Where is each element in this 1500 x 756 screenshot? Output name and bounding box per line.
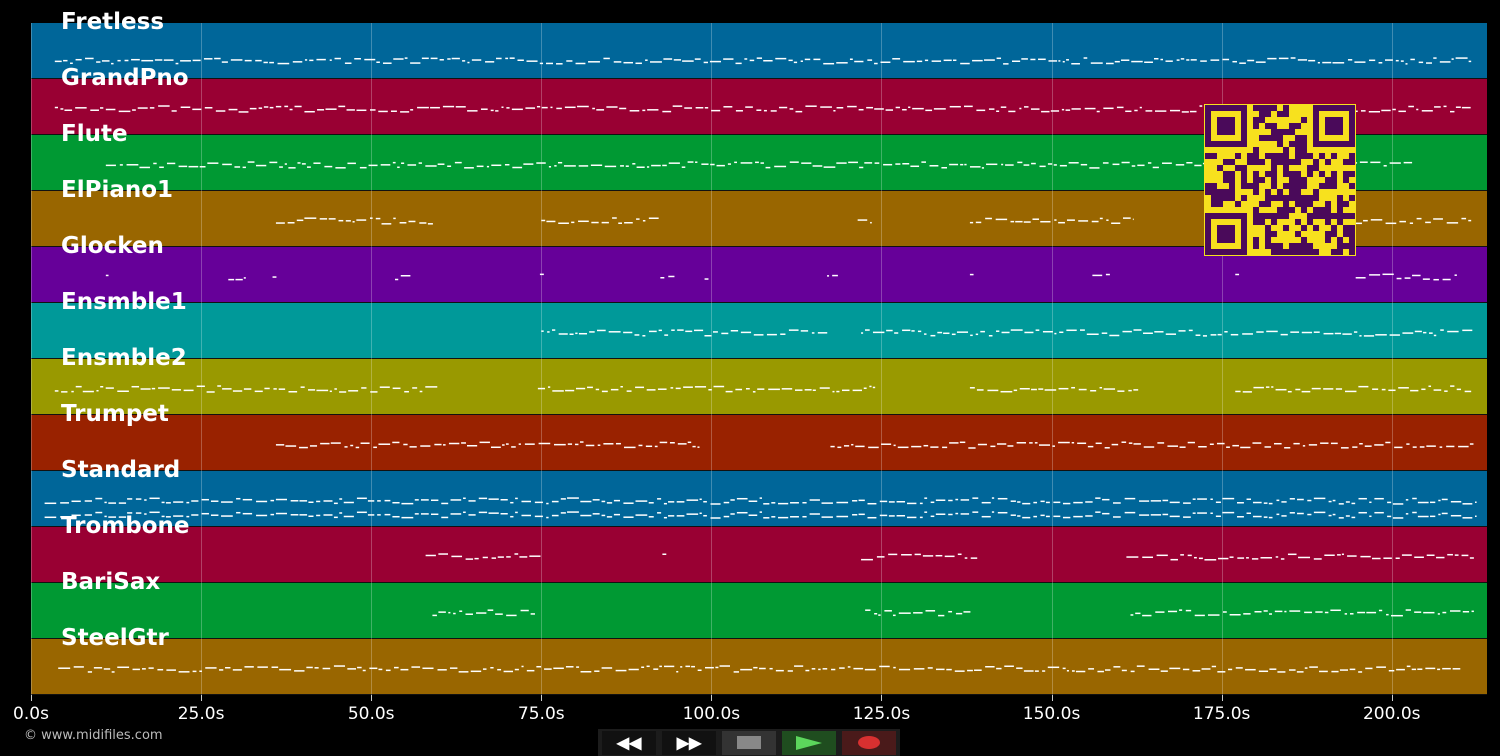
gridline (711, 23, 713, 695)
tick (31, 695, 32, 701)
play-button[interactable] (782, 730, 836, 755)
record-icon (858, 736, 880, 749)
tick-label: 150.0s (1022, 704, 1081, 724)
transport-controls: ◀◀ ▶▶ (598, 729, 900, 756)
track-label: Standard (61, 457, 181, 483)
track-label: Glocken (61, 233, 164, 259)
track-label: SteelGtr (61, 625, 169, 651)
fast-forward-icon: ▶▶ (676, 734, 702, 752)
stop-button[interactable] (722, 730, 776, 755)
tick-label: 50.0s (347, 704, 395, 724)
tick (541, 695, 543, 701)
track-label: Ensmble1 (61, 289, 187, 315)
tick (1051, 695, 1053, 701)
track-standard (31, 471, 1487, 527)
track-label: Trumpet (61, 401, 169, 427)
track-label: Flute (61, 121, 128, 147)
track-label: Fretless (61, 9, 165, 35)
track-trombone (31, 527, 1487, 583)
gridline (881, 23, 883, 695)
track-ensmble2 (31, 359, 1487, 415)
track-label: GrandPno (61, 65, 189, 91)
gridline (31, 23, 32, 695)
gridline (1221, 23, 1223, 695)
rewind-icon: ◀◀ (616, 734, 642, 752)
tick (1391, 695, 1393, 701)
track-label: Ensmble2 (61, 345, 187, 371)
play-icon (796, 735, 822, 750)
gridline (541, 23, 543, 695)
tick (201, 695, 203, 701)
tick (881, 695, 883, 701)
tick (371, 695, 373, 701)
note-marks (44, 57, 1477, 673)
track-glocken (31, 247, 1487, 303)
tick-label: 125.0s (852, 704, 911, 724)
tick-label: 75.0s (517, 704, 565, 724)
tick-label: 0.0s (13, 704, 49, 724)
stop-icon (737, 736, 761, 749)
gridline (371, 23, 373, 695)
tick-label: 175.0s (1192, 704, 1251, 724)
tick-label: 200.0s (1362, 704, 1421, 724)
qr-code[interactable] (1204, 104, 1356, 256)
track-fretless (31, 23, 1487, 79)
track-trumpet (31, 415, 1487, 471)
tick-label: 100.0s (682, 704, 741, 724)
track-barisax (31, 583, 1487, 639)
record-button[interactable] (842, 730, 896, 755)
track-ensmble1 (31, 303, 1487, 359)
fast-forward-button[interactable]: ▶▶ (662, 730, 716, 755)
copyright: © www.midifiles.com (24, 728, 163, 743)
tick (711, 695, 713, 701)
track-label: BariSax (61, 569, 161, 595)
gridline (1391, 23, 1393, 695)
gridline (1051, 23, 1053, 695)
rewind-button[interactable]: ◀◀ (602, 730, 656, 755)
track-label: Trombone (61, 513, 190, 539)
track-label: ElPiano1 (61, 177, 174, 203)
tick (1221, 695, 1223, 701)
gridline (201, 23, 203, 695)
tick-label: 25.0s (177, 704, 225, 724)
